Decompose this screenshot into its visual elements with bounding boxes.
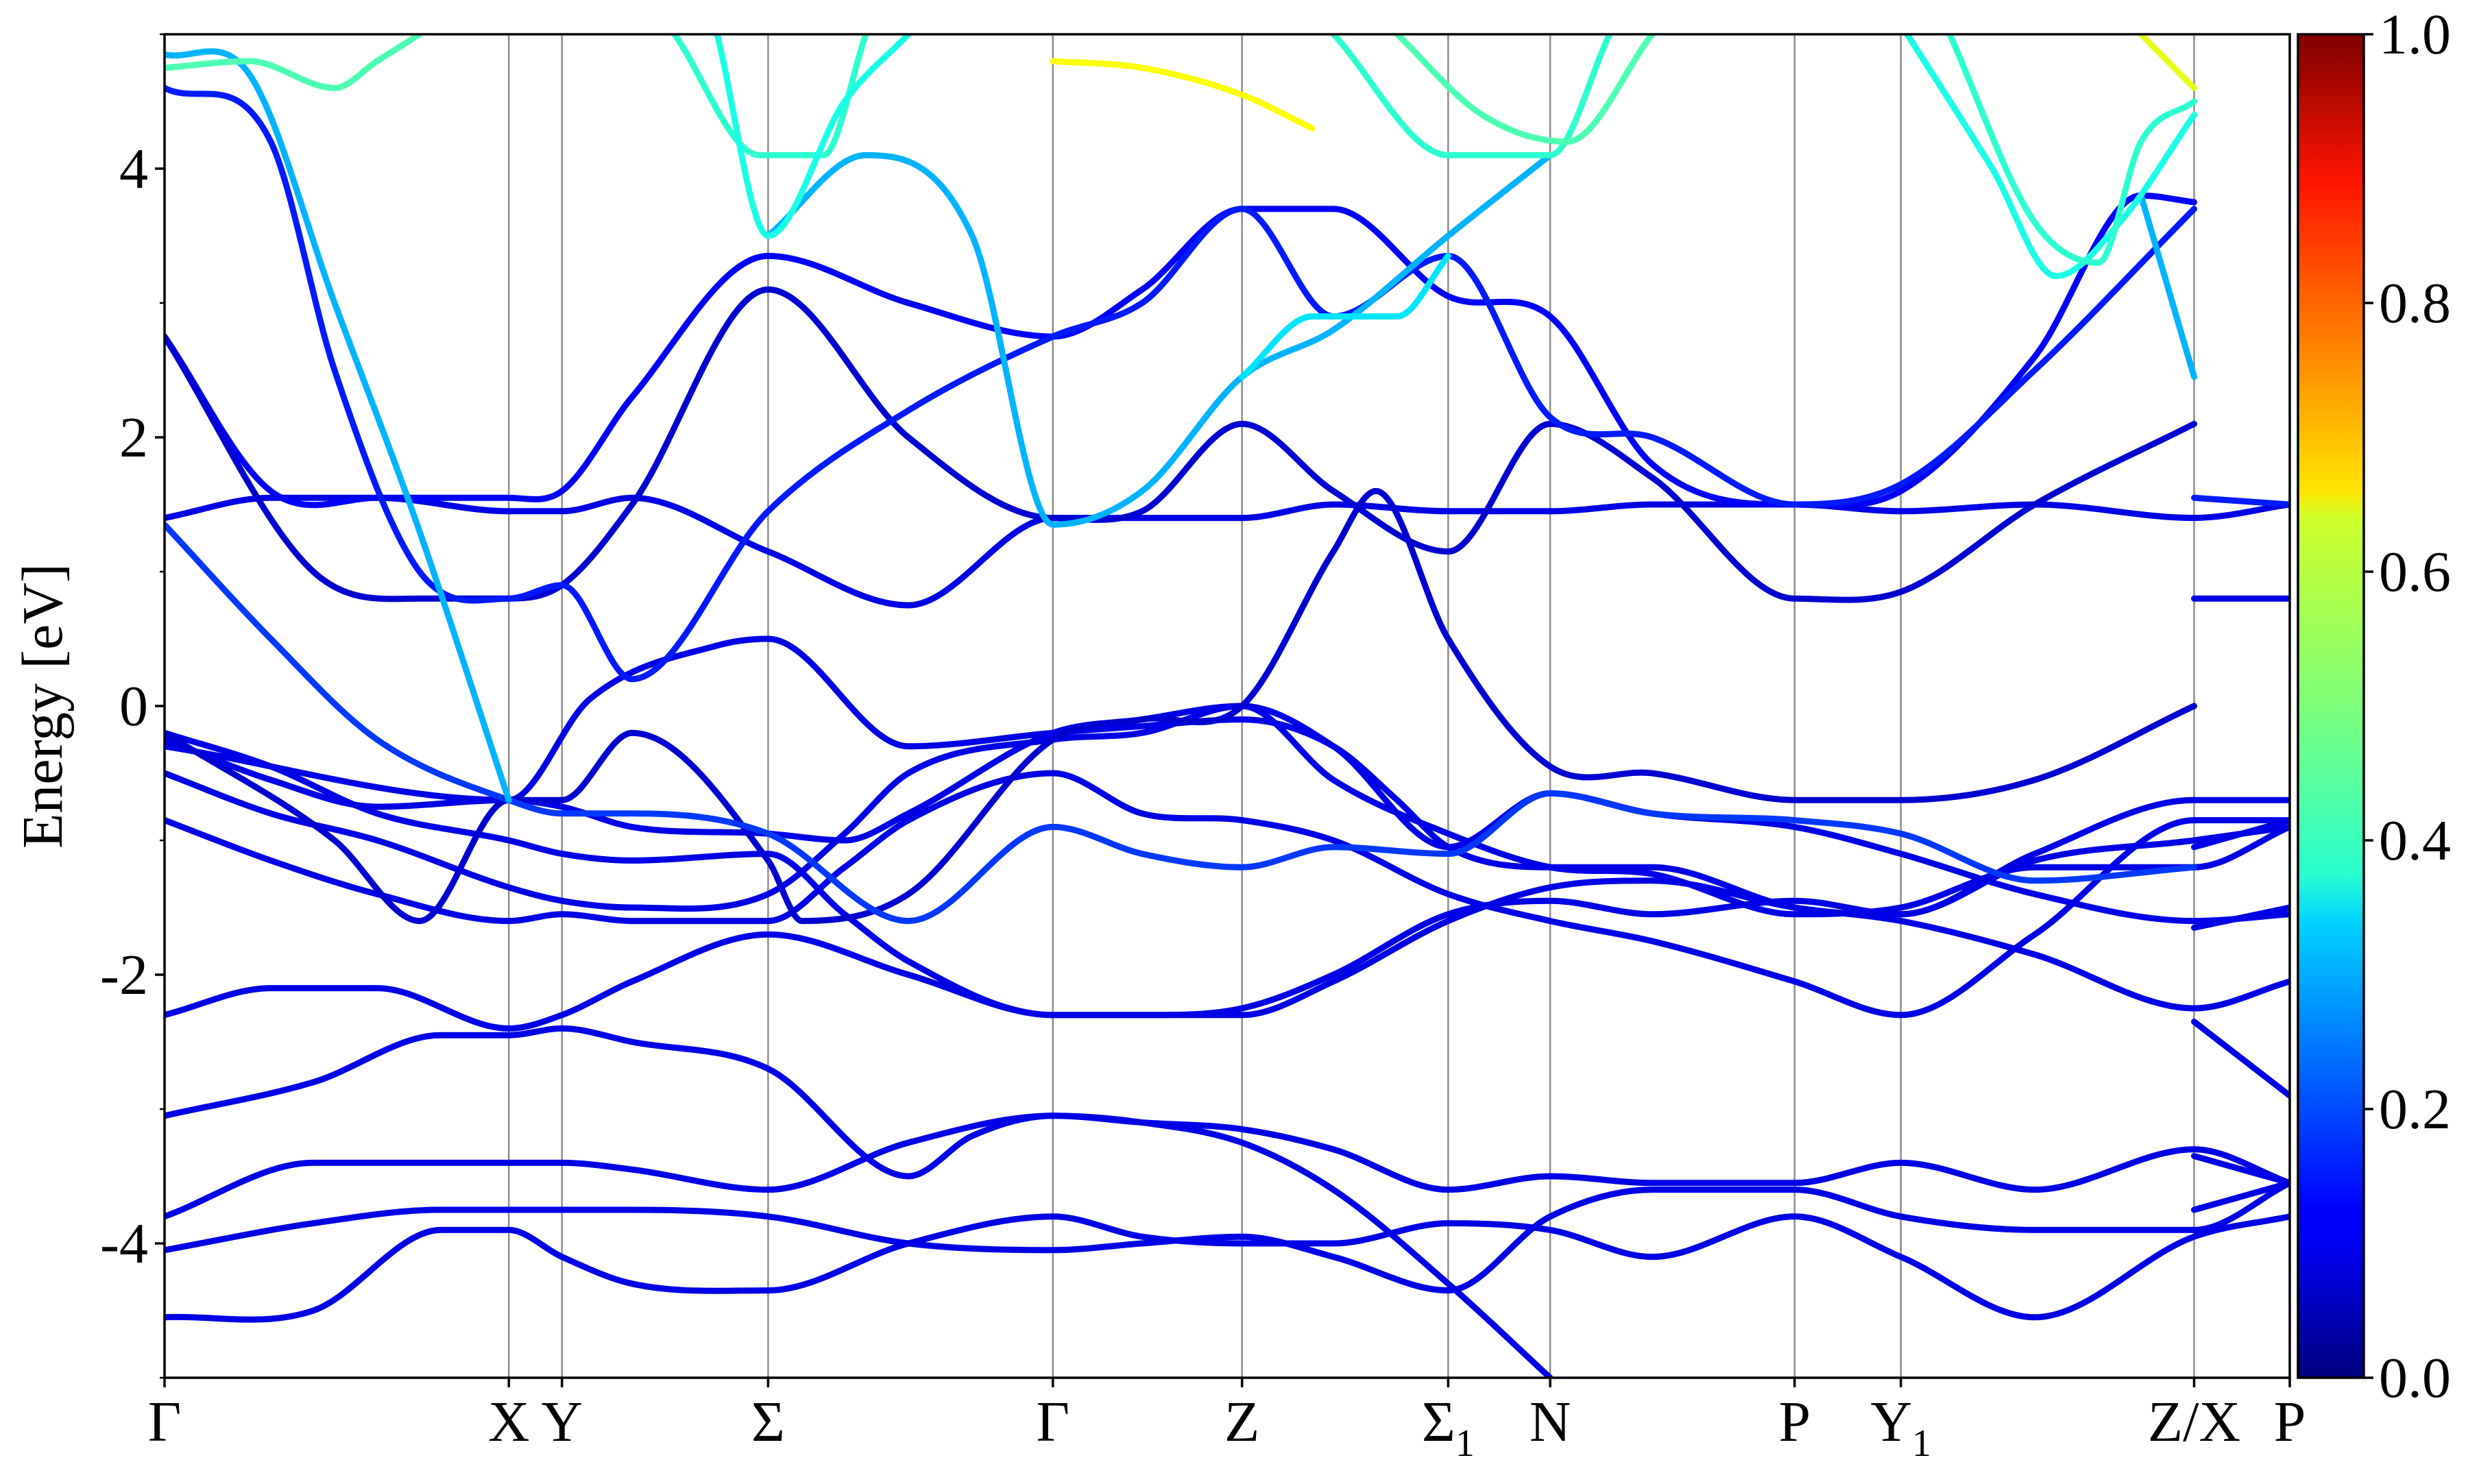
band-31 — [2191, 904, 2290, 931]
x-axis: Γ X Y Σ Γ Z Σ1 N P Y1 Z/X P — [148, 1378, 2306, 1465]
colorbar-axis: 0.0 0.2 0.4 0.6 0.8 1.0 — [2364, 3, 2451, 1410]
y-axis: -4 -2 0 2 4 — [100, 33, 165, 1379]
x-tick-label-10: Z/X — [2148, 1390, 2240, 1454]
y-tick-label-0: -4 — [100, 1212, 148, 1276]
band-17 — [764, 151, 1553, 528]
y-tick-label-1: -2 — [100, 943, 148, 1007]
x-tick-label-4: Γ — [1037, 1390, 1070, 1454]
x-tick-label-2: Y — [541, 1390, 583, 1454]
kpoint-lines — [507, 34, 2195, 1378]
band-4 — [165, 877, 2290, 1032]
colorbar — [2297, 33, 2365, 1379]
colorbar-tick-label-3: 0.6 — [2379, 540, 2451, 604]
x-tick-label-0: Γ — [148, 1390, 182, 1454]
x-tick-label-9: Y1 — [1870, 1390, 1931, 1465]
y-tick-label-3: 2 — [119, 406, 148, 470]
band-19 — [2138, 192, 2197, 380]
band-12 — [165, 487, 2197, 925]
band-20 — [165, 34, 423, 91]
band-29 — [2191, 494, 2290, 508]
x-tick-label-8: P — [1778, 1390, 1811, 1454]
y-tick-label-2: 0 — [119, 674, 148, 738]
band-23 — [1330, 34, 1613, 158]
x-tick-label-11: P — [2274, 1390, 2306, 1454]
band-6 — [165, 703, 2290, 918]
band-35 — [2191, 817, 2290, 851]
band-32 — [2191, 1019, 2290, 1099]
colorbar-tick-label-1: 0.2 — [2379, 1078, 2451, 1141]
x-tick-label-5: Z — [1224, 1390, 1259, 1454]
x-tick-label-7: N — [1529, 1390, 1571, 1454]
band-10 — [165, 494, 2290, 609]
x-tick-label-3: Σ — [751, 1390, 785, 1454]
band-34 — [2191, 1180, 2290, 1213]
band-26 — [1946, 34, 2197, 266]
band-0 — [165, 1213, 2290, 1323]
band-2 — [165, 1112, 2290, 1220]
band-13 — [165, 286, 2197, 603]
band-22 — [714, 34, 912, 239]
x-tick-label-1: X — [488, 1390, 530, 1454]
band-15 — [165, 521, 2197, 925]
band-33 — [2191, 1153, 2290, 1187]
y-tick-label-4: 4 — [119, 137, 148, 201]
band-3 — [165, 1025, 1553, 1378]
colorbar-tick-label-4: 0.8 — [2379, 271, 2451, 335]
band-27 — [1050, 58, 1316, 132]
band-14 — [165, 84, 2197, 683]
band-25 — [1904, 34, 2197, 280]
colorbar-tick-label-0: 0.0 — [2379, 1346, 2451, 1410]
x-tick-label-6: Σ1 — [1422, 1390, 1475, 1465]
band-lines — [165, 34, 2290, 1378]
colorbar-tick-label-2: 0.4 — [2379, 809, 2451, 873]
y-axis-label: Energy [eV] — [11, 563, 75, 849]
band-18 — [1239, 252, 1451, 380]
band-28 — [2138, 34, 2197, 91]
band-21 — [671, 34, 869, 158]
band-9 — [165, 635, 2290, 918]
band-5 — [165, 770, 2290, 1019]
band-1 — [165, 1180, 2290, 1294]
band-11 — [165, 192, 2197, 509]
colorbar-tick-label-5: 1.0 — [2379, 3, 2451, 66]
band-24 — [1394, 34, 1656, 145]
